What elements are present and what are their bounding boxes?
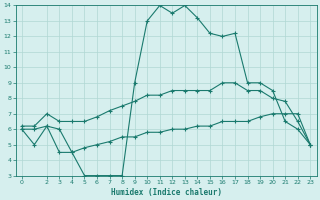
X-axis label: Humidex (Indice chaleur): Humidex (Indice chaleur) — [110, 188, 221, 197]
